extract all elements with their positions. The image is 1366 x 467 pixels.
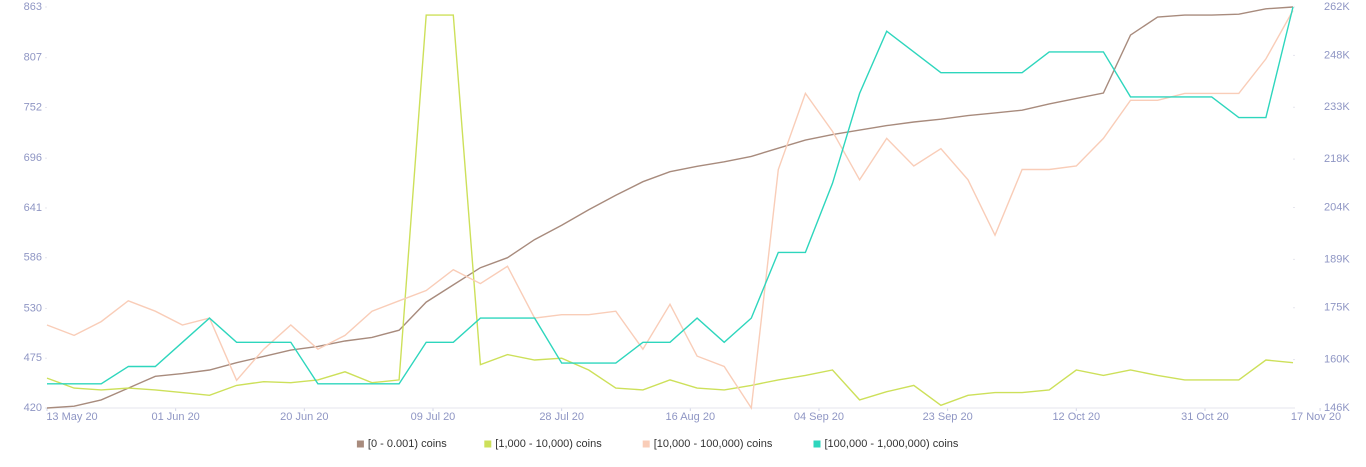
y2-tick-label: 160K xyxy=(1324,354,1350,366)
y2-tick-label: 218K xyxy=(1324,153,1350,165)
y-tick-label: 586 xyxy=(24,252,42,264)
x-tick-label: 23 Sep 20 xyxy=(923,411,973,423)
y-tick-label: 863 xyxy=(24,1,42,13)
y2-tick-label: 233K xyxy=(1324,101,1350,113)
legend-label: [0 - 0.001) coins xyxy=(368,438,447,450)
series-line xyxy=(46,10,1294,411)
y-tick-label: 530 xyxy=(24,302,42,314)
y2-tick-label: 175K xyxy=(1324,302,1350,314)
legend-swatch xyxy=(356,440,364,448)
y-tick-label: 752 xyxy=(24,101,42,113)
x-tick-label: 13 May 20 xyxy=(46,411,97,423)
legend-swatch xyxy=(813,440,821,448)
x-tick-label: 28 Jul 20 xyxy=(539,411,584,423)
y2-tick-label: 146K xyxy=(1324,402,1350,414)
series-line xyxy=(46,6,1294,409)
y-tick-label: 641 xyxy=(24,202,42,214)
legend-label: [1,000 - 10,000) coins xyxy=(495,438,602,450)
x-tick-label: 20 Jun 20 xyxy=(280,411,328,423)
legend-label: [100,000 - 1,000,000) coins xyxy=(825,438,959,450)
y-tick-label: 475 xyxy=(24,352,42,364)
series-line xyxy=(46,14,1294,407)
y-tick-label: 420 xyxy=(24,402,42,414)
x-tick-label: 09 Jul 20 xyxy=(411,411,456,423)
x-tick-label: 16 Aug 20 xyxy=(666,411,716,423)
legend-swatch xyxy=(642,440,650,448)
y-tick-label: 807 xyxy=(24,52,42,64)
y2-tick-label: 248K xyxy=(1324,49,1350,61)
y2-tick-label: 189K xyxy=(1324,253,1350,265)
y2-tick-label: 204K xyxy=(1324,201,1350,213)
x-tick-label: 01 Jun 20 xyxy=(151,411,199,423)
series-line xyxy=(47,6,1294,385)
y2-tick-label: 262K xyxy=(1324,1,1350,13)
x-tick-label: 17 Nov 20 xyxy=(1291,411,1341,423)
legend-swatch xyxy=(484,440,492,448)
legend-label: [10,000 - 100,000) coins xyxy=(654,438,773,450)
y-tick-label: 696 xyxy=(24,152,42,164)
x-tick-label: 31 Oct 20 xyxy=(1181,411,1229,423)
x-tick-label: 12 Oct 20 xyxy=(1052,411,1100,423)
x-tick-label: 04 Sep 20 xyxy=(794,411,844,423)
